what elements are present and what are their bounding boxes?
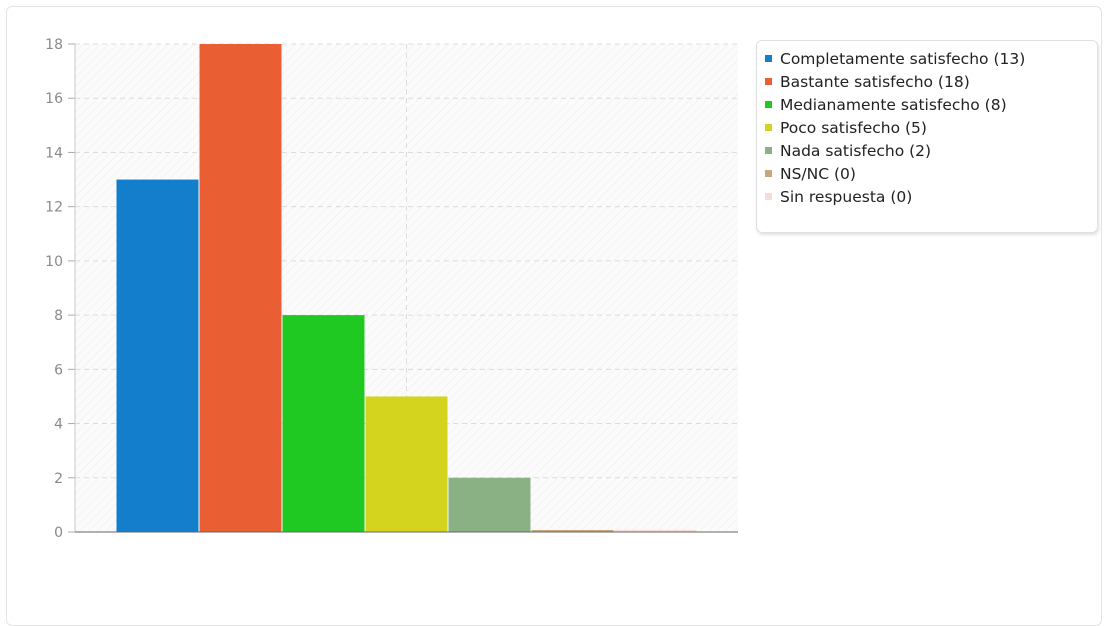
legend-label: Sin respuesta (0): [780, 187, 913, 206]
y-tick-label: 8: [54, 308, 63, 324]
legend-item[interactable]: Nada satisfecho (2): [765, 139, 1097, 162]
bar-chart: 0 2 4 6 8 10 12 14 16 18: [45, 37, 738, 541]
legend-swatch: [765, 78, 772, 85]
legend-label: Bastante satisfecho (18): [780, 72, 970, 91]
y-tick-label: 0: [54, 525, 63, 541]
y-tick-label: 2: [54, 471, 63, 487]
legend-item[interactable]: Medianamente satisfecho (8): [765, 93, 1097, 116]
y-tick-label: 12: [45, 200, 63, 216]
legend-label: Medianamente satisfecho (8): [780, 95, 1007, 114]
legend-swatch: [765, 124, 772, 131]
legend-item[interactable]: Completamente satisfecho (13): [765, 47, 1097, 70]
y-tick-label: 14: [45, 145, 63, 161]
bar-3[interactable]: [365, 396, 448, 532]
legend-swatch: [765, 147, 772, 154]
y-tick-label: 16: [45, 91, 63, 107]
legend-label: Nada satisfecho (2): [780, 141, 932, 160]
legend-swatch: [765, 101, 772, 108]
bar-5[interactable]: [531, 530, 614, 532]
legend-swatch: [765, 193, 772, 200]
bar-2[interactable]: [282, 315, 365, 532]
legend-label: Completamente satisfecho (13): [780, 49, 1026, 68]
bar-4[interactable]: [448, 477, 531, 532]
legend-label: NS/NC (0): [780, 164, 856, 183]
legend-swatch: [765, 55, 772, 62]
bars: [116, 44, 697, 533]
legend-swatch: [765, 170, 772, 177]
legend: Completamente satisfecho (13) Bastante sa…: [756, 40, 1098, 233]
y-tick-label: 10: [45, 254, 63, 270]
y-tick-label: 4: [54, 417, 63, 433]
bar-1[interactable]: [199, 44, 282, 532]
bar-0[interactable]: [116, 179, 199, 533]
legend-item[interactable]: Bastante satisfecho (18): [765, 70, 1097, 93]
legend-item[interactable]: NS/NC (0): [765, 162, 1097, 185]
legend-label: Poco satisfecho (5): [780, 118, 927, 137]
legend-item[interactable]: Sin respuesta (0): [765, 185, 1097, 208]
bar-6[interactable]: [614, 530, 697, 532]
y-tick-label: 6: [54, 362, 63, 378]
legend-item[interactable]: Poco satisfecho (5): [765, 116, 1097, 139]
y-tick-label: 18: [45, 37, 63, 53]
y-axis-ticks: 0 2 4 6 8 10 12 14 16 18: [45, 37, 75, 541]
